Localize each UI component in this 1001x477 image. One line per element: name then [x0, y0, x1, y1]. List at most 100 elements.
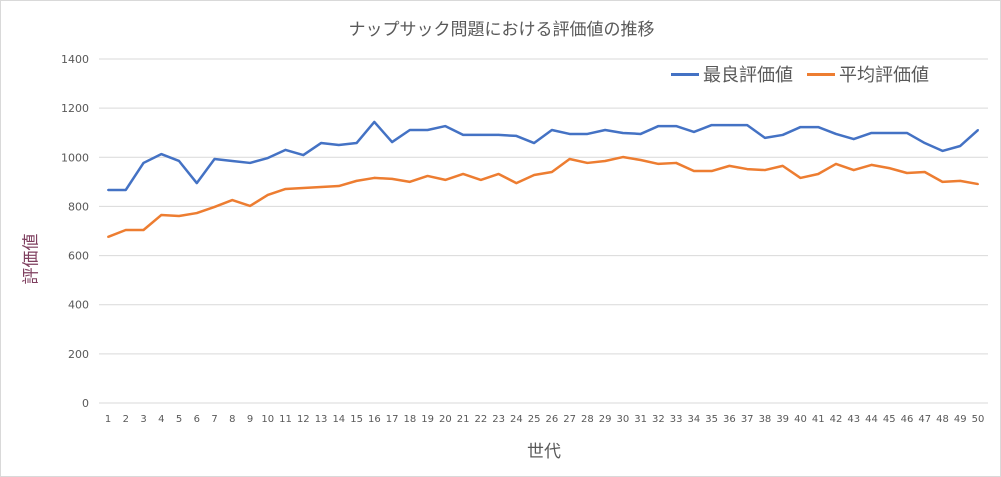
- data-point: [870, 131, 873, 134]
- x-tick-label: 32: [652, 414, 665, 425]
- x-tick-label: 14: [332, 414, 345, 425]
- x-tick-label: 13: [315, 414, 328, 425]
- x-tick-label: 49: [954, 414, 967, 425]
- data-point: [266, 157, 269, 160]
- x-tick-label: 47: [918, 414, 931, 425]
- data-point: [746, 124, 749, 127]
- x-tick-label: 10: [261, 414, 274, 425]
- data-point: [941, 180, 944, 183]
- data-point: [195, 212, 198, 215]
- x-tick-label: 50: [972, 414, 985, 425]
- data-point: [550, 171, 553, 174]
- data-point: [231, 199, 234, 202]
- data-point: [320, 142, 323, 145]
- data-point: [178, 215, 181, 218]
- data-point: [692, 170, 695, 173]
- data-point: [479, 133, 482, 136]
- x-tick-label: 41: [812, 414, 825, 425]
- x-tick-label: 36: [723, 414, 736, 425]
- y-tick-label: 1000: [61, 151, 89, 164]
- x-tick-label: 22: [474, 414, 487, 425]
- x-tick-label: 30: [617, 414, 630, 425]
- x-tick-label: 46: [901, 414, 914, 425]
- x-tick-label: 5: [176, 414, 182, 425]
- y-tick-label: 1400: [61, 53, 89, 66]
- legend-swatch-best: [671, 72, 699, 76]
- legend-item-average: 平均評価値: [807, 61, 929, 87]
- x-tick-label: 7: [211, 414, 217, 425]
- x-tick-label: 2: [123, 414, 129, 425]
- x-axis-label: 世代: [527, 442, 561, 462]
- data-point: [320, 186, 323, 189]
- data-point: [249, 204, 252, 207]
- data-point: [728, 124, 731, 127]
- data-point: [959, 179, 962, 182]
- data-point: [923, 171, 926, 174]
- data-point: [124, 229, 127, 232]
- data-point: [231, 159, 234, 162]
- x-tick-label: 11: [279, 414, 292, 425]
- data-point: [799, 126, 802, 129]
- data-point: [977, 183, 979, 186]
- data-point: [266, 193, 269, 196]
- data-point: [373, 176, 376, 179]
- data-point: [604, 159, 607, 162]
- x-tick-label: 24: [510, 414, 523, 425]
- x-tick-label: 9: [247, 414, 253, 425]
- data-point: [817, 172, 820, 175]
- data-point: [781, 133, 784, 136]
- data-point: [195, 182, 198, 185]
- data-point: [391, 141, 394, 144]
- data-point: [408, 129, 411, 132]
- x-tick-label: 18: [403, 414, 416, 425]
- data-point: [284, 148, 287, 151]
- x-tick-label: 27: [563, 414, 576, 425]
- data-point: [497, 172, 500, 175]
- legend-label-best: 最良評価値: [703, 65, 793, 86]
- data-point: [834, 162, 837, 165]
- x-tick-label: 25: [528, 414, 541, 425]
- data-point: [675, 161, 678, 164]
- data-point: [124, 188, 127, 191]
- x-tick-label: 44: [865, 414, 878, 425]
- x-tick-label: 4: [158, 414, 164, 425]
- data-point: [977, 129, 979, 132]
- data-point: [639, 158, 642, 161]
- legend: 最良評価値 平均評価値: [671, 61, 929, 87]
- y-tick-label: 200: [68, 348, 89, 361]
- x-tick-label: 6: [194, 414, 200, 425]
- x-tick-label: 42: [830, 414, 843, 425]
- data-point: [905, 131, 908, 134]
- x-tick-label: 35: [705, 414, 718, 425]
- x-tick-label: 28: [581, 414, 594, 425]
- data-point: [142, 161, 145, 164]
- data-point: [337, 144, 340, 146]
- data-point: [710, 170, 713, 173]
- data-point: [959, 144, 962, 147]
- y-tick-label: 400: [68, 299, 89, 312]
- x-tick-label: 45: [883, 414, 896, 425]
- chart-title: ナップサック問題における評価値の推移: [348, 20, 655, 40]
- data-point: [249, 161, 252, 164]
- x-tick-label: 43: [847, 414, 860, 425]
- x-tick-label: 20: [439, 414, 452, 425]
- x-tick-label: 23: [492, 414, 505, 425]
- x-tick-label: 26: [546, 414, 559, 425]
- data-point: [337, 185, 340, 188]
- x-tick-label: 31: [634, 414, 647, 425]
- x-tick-label: 48: [936, 414, 949, 425]
- x-tick-label: 16: [368, 414, 381, 425]
- data-point: [692, 130, 695, 133]
- data-point: [533, 142, 536, 145]
- data-point: [834, 132, 837, 135]
- x-tick-label: 15: [350, 414, 363, 425]
- data-point: [142, 229, 145, 232]
- data-point: [621, 131, 624, 134]
- x-tick-label: 12: [297, 414, 310, 425]
- data-point: [657, 162, 660, 165]
- data-point: [657, 125, 660, 128]
- data-point: [426, 174, 429, 177]
- data-point: [462, 172, 465, 175]
- data-point: [479, 178, 482, 181]
